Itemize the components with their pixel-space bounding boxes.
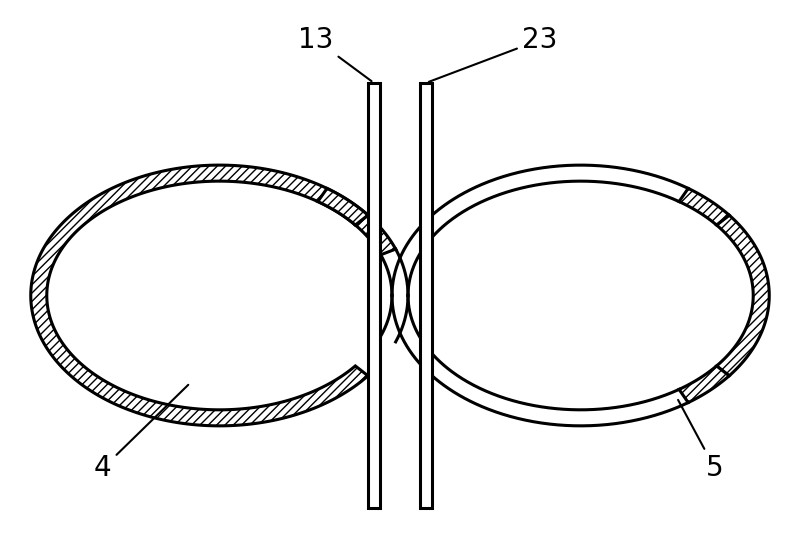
Text: 23: 23 bbox=[429, 26, 558, 82]
Bar bbox=[420, 83, 432, 508]
Bar bbox=[368, 83, 380, 508]
Polygon shape bbox=[355, 215, 396, 255]
Polygon shape bbox=[717, 215, 770, 376]
Polygon shape bbox=[318, 188, 368, 225]
Polygon shape bbox=[679, 366, 729, 403]
Text: 5: 5 bbox=[678, 400, 723, 482]
Polygon shape bbox=[30, 165, 368, 426]
Text: 4: 4 bbox=[94, 385, 188, 482]
Text: 13: 13 bbox=[298, 26, 371, 81]
Polygon shape bbox=[679, 188, 729, 225]
